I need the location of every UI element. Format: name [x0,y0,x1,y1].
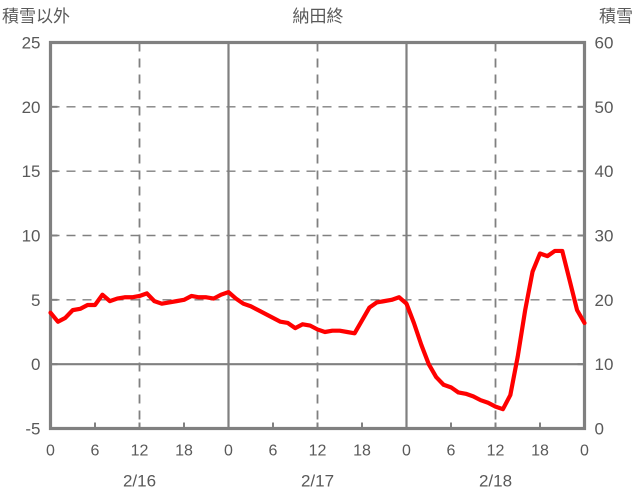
axis-labels: -5 0 5 10 15 20 25 0 10 20 30 40 50 60 0 6 12 18 0 6 12 18 0 6 1… [22,34,614,491]
svg-text:12: 12 [487,443,505,460]
svg-text:15: 15 [22,162,41,181]
svg-text:50: 50 [595,98,614,117]
svg-text:0: 0 [580,443,589,460]
gridlines [50,42,585,429]
series-layer [48,248,587,412]
svg-text:0: 0 [595,420,604,439]
svg-text:10: 10 [22,227,41,246]
svg-text:2/17: 2/17 [301,472,334,491]
svg-text:30: 30 [595,227,614,246]
svg-text:-5: -5 [25,420,40,439]
svg-text:20: 20 [22,98,41,117]
svg-text:12: 12 [309,443,327,460]
svg-text:12: 12 [131,443,149,460]
svg-text:6: 6 [447,443,456,460]
svg-text:5: 5 [31,291,40,310]
axis-ticks [49,105,586,429]
svg-text:40: 40 [595,162,614,181]
svg-text:18: 18 [353,443,371,460]
svg-text:2/16: 2/16 [123,472,156,491]
svg-text:6: 6 [269,443,278,460]
svg-text:60: 60 [595,34,614,53]
svg-text:20: 20 [595,291,614,310]
svg-text:0: 0 [224,443,233,460]
svg-text:25: 25 [22,34,41,53]
svg-text:0: 0 [402,443,411,460]
svg-text:10: 10 [595,355,614,374]
svg-text:18: 18 [175,443,193,460]
left-axis-title: 積雪以外 [2,7,70,26]
chart-title: 納田終 [292,7,344,26]
svg-text:18: 18 [531,443,549,460]
svg-text:6: 6 [91,443,100,460]
right-axis-title: 積雪 [599,7,633,26]
svg-text:2/18: 2/18 [479,472,512,491]
svg-text:0: 0 [31,355,40,374]
svg-text:0: 0 [46,443,55,460]
